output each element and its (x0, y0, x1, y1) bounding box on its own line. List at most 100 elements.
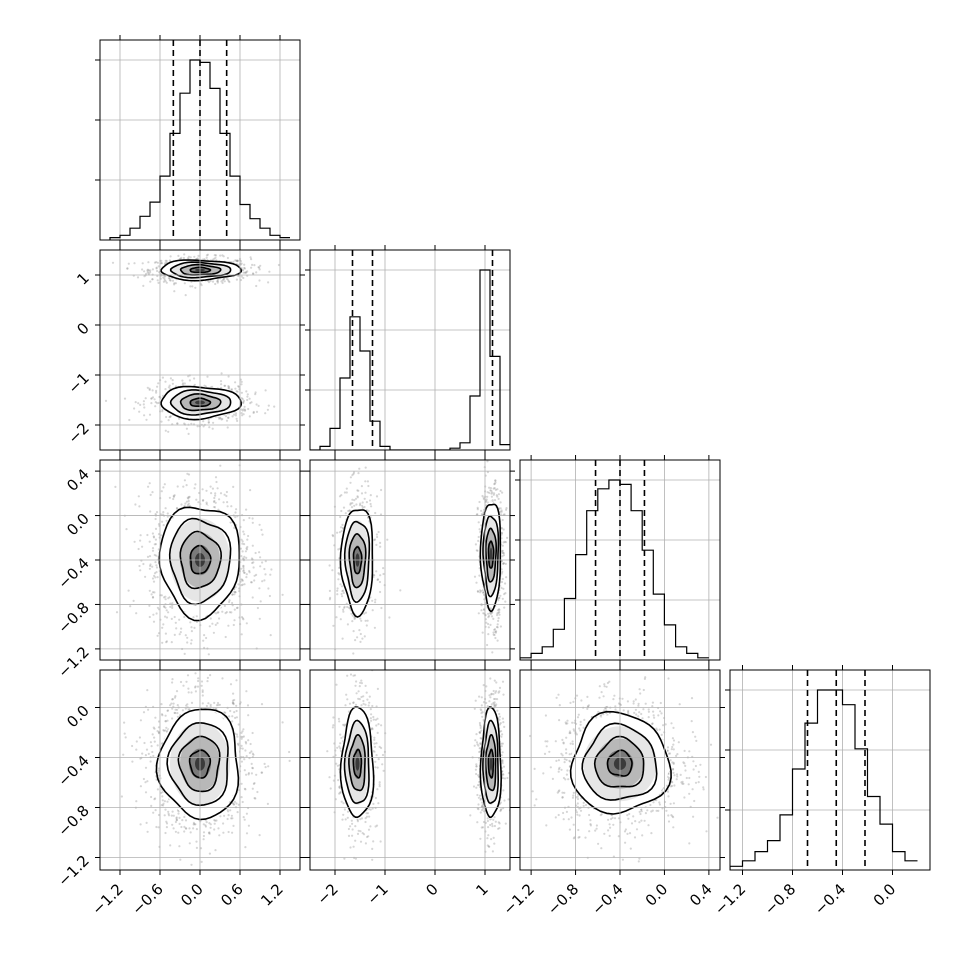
scatter-point (188, 842, 191, 845)
scatter-point (173, 633, 176, 637)
scatter-point (379, 590, 382, 594)
scatter-point (175, 507, 179, 510)
scatter-point (497, 493, 500, 496)
scatter-point (235, 716, 238, 719)
scatter-point (375, 495, 379, 498)
scatter-point (232, 485, 235, 488)
scatter-point (379, 574, 382, 577)
scatter-point (171, 698, 174, 701)
scatter-point (499, 501, 502, 504)
scatter-point (235, 606, 239, 610)
scatter-point (156, 274, 159, 278)
scatter-point (236, 419, 239, 422)
scatter-point (163, 262, 166, 265)
scatter-point (478, 500, 481, 504)
scatter-point (104, 399, 108, 402)
scatter-point (245, 832, 249, 835)
scatter-point (165, 259, 168, 262)
scatter-point (153, 740, 156, 743)
scatter-point (242, 570, 245, 573)
scatter-point (161, 520, 164, 523)
scatter-point (230, 388, 233, 391)
scatter-point (501, 531, 504, 534)
scatter-point (243, 543, 246, 546)
scatter-point (167, 419, 170, 422)
scatter-point (208, 435, 210, 437)
scatter-point (263, 579, 266, 582)
scatter-point (159, 791, 163, 795)
scatter-point (189, 621, 192, 624)
scatter-point (204, 825, 207, 828)
scatter-point (242, 735, 245, 738)
scatter-point (246, 270, 249, 273)
scatter-point (186, 641, 189, 644)
scatter-point (240, 380, 243, 383)
scatter-point (143, 275, 146, 278)
scatter-point (345, 487, 348, 490)
scatter-point (147, 272, 150, 275)
scatter-point (151, 565, 154, 568)
scatter-point (152, 811, 155, 814)
scatter-point (220, 383, 223, 386)
scatter-point (183, 282, 186, 285)
scatter-point (151, 733, 154, 736)
scatter-point (208, 625, 211, 628)
scatter-point (201, 666, 203, 668)
scatter-point (492, 631, 495, 634)
scatter-point (247, 407, 250, 411)
scatter-point (245, 556, 248, 560)
scatter-point (218, 417, 221, 420)
scatter-point (258, 266, 261, 269)
scatter-point (190, 691, 193, 694)
scatter-point (253, 797, 256, 800)
scatter-point (379, 545, 382, 548)
scatter-point (229, 649, 231, 651)
scatter-point (233, 608, 236, 611)
scatter-point (500, 568, 503, 571)
scatter-point (241, 268, 244, 272)
scatter-point (141, 752, 144, 755)
scatter-point (162, 510, 165, 514)
scatter-point (164, 606, 167, 609)
scatter-point (207, 420, 210, 424)
scatter-point (494, 636, 497, 640)
scatter-point (341, 590, 344, 593)
scatter-point (251, 517, 254, 520)
scatter-point (475, 581, 478, 584)
scatter-point (183, 615, 186, 619)
scatter-point (165, 640, 168, 643)
scatter-point (157, 523, 161, 526)
scatter-point (139, 534, 142, 537)
scatter-point (208, 831, 211, 834)
scatter-point (486, 495, 489, 498)
scatter-point (227, 280, 230, 283)
scatter-point (242, 413, 245, 416)
scatter-point (127, 589, 130, 592)
scatter-point (492, 617, 495, 621)
scatter-point (167, 611, 170, 614)
scatter-point (360, 619, 363, 622)
scatter-point (251, 544, 254, 547)
scatter-point (487, 626, 490, 629)
scatter-point (251, 596, 254, 599)
scatter-point (230, 505, 233, 508)
scatter-point (348, 509, 351, 512)
scatter-point (173, 283, 176, 286)
scatter-point (241, 735, 244, 739)
scatter-point (206, 253, 209, 256)
scatter-point (127, 262, 130, 265)
scatter-point (226, 501, 229, 504)
scatter-point (229, 709, 232, 713)
scatter-point (243, 405, 246, 408)
scatter-point (264, 389, 267, 392)
scatter-point (184, 502, 187, 505)
scatter-point (234, 511, 237, 514)
scatter-point (356, 489, 359, 492)
scatter-point (481, 631, 484, 634)
scatter-point (193, 255, 196, 258)
scatter-point (234, 387, 237, 390)
scatter-point (218, 834, 221, 837)
scatter-point (212, 421, 215, 424)
scatter-point (135, 800, 138, 803)
scatter-point (498, 608, 501, 612)
